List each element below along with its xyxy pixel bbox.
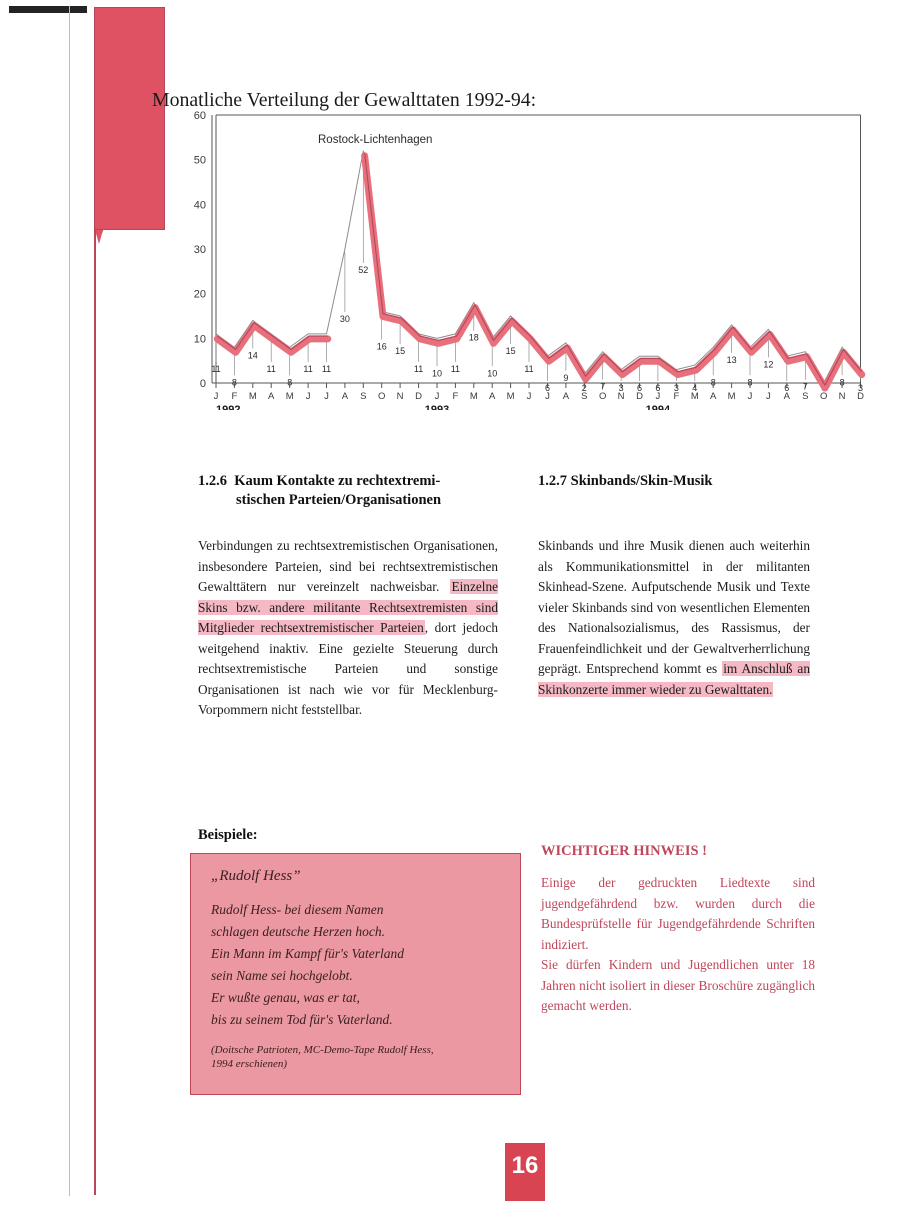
svg-text:M: M xyxy=(728,391,736,402)
svg-text:A: A xyxy=(710,391,717,402)
svg-text:8: 8 xyxy=(747,377,752,387)
svg-text:N: N xyxy=(839,391,846,402)
svg-text:11: 11 xyxy=(211,364,220,374)
svg-text:7: 7 xyxy=(803,382,808,392)
svg-text:3: 3 xyxy=(858,383,863,393)
svg-text:J: J xyxy=(766,391,771,402)
svg-text:4: 4 xyxy=(692,383,697,393)
svg-text:60: 60 xyxy=(194,110,206,122)
svg-text:11: 11 xyxy=(303,364,312,374)
svg-text:6: 6 xyxy=(637,383,642,393)
svg-text:2: 2 xyxy=(582,383,587,393)
svg-text:1994: 1994 xyxy=(646,404,671,410)
svg-text:0: 0 xyxy=(200,378,206,390)
svg-text:A: A xyxy=(563,391,570,402)
svg-text:M: M xyxy=(286,391,294,402)
svg-text:M: M xyxy=(470,391,478,402)
svg-text:J: J xyxy=(435,391,440,402)
svg-text:11: 11 xyxy=(414,364,423,374)
svg-text:O: O xyxy=(378,391,385,402)
svg-text:8: 8 xyxy=(232,377,237,387)
svg-text:11: 11 xyxy=(322,364,331,374)
svg-text:6: 6 xyxy=(784,383,789,393)
svg-text:1992: 1992 xyxy=(216,404,240,410)
svg-text:S: S xyxy=(802,391,808,402)
svg-text:52: 52 xyxy=(358,265,368,275)
svg-text:11: 11 xyxy=(451,364,460,374)
svg-text:6: 6 xyxy=(545,383,550,393)
svg-text:16: 16 xyxy=(377,342,387,352)
svg-text:J: J xyxy=(748,391,753,402)
svg-text:M: M xyxy=(507,391,515,402)
svg-text:11: 11 xyxy=(267,364,276,374)
svg-text:N: N xyxy=(397,391,404,402)
svg-text:18: 18 xyxy=(469,333,479,343)
svg-text:O: O xyxy=(599,391,606,402)
svg-text:50: 50 xyxy=(194,155,206,167)
svg-text:8: 8 xyxy=(711,377,716,387)
svg-text:A: A xyxy=(342,391,349,402)
svg-text:15: 15 xyxy=(395,346,405,356)
svg-text:13: 13 xyxy=(727,355,737,365)
svg-text:J: J xyxy=(306,391,311,402)
svg-text:3: 3 xyxy=(619,383,624,393)
svg-text:10: 10 xyxy=(432,368,442,378)
svg-text:F: F xyxy=(452,391,458,402)
svg-text:A: A xyxy=(489,391,496,402)
svg-text:J: J xyxy=(527,391,532,402)
svg-text:M: M xyxy=(249,391,257,402)
svg-text:8: 8 xyxy=(840,377,845,387)
svg-text:12: 12 xyxy=(763,359,773,369)
svg-text:30: 30 xyxy=(194,244,206,256)
svg-text:1993: 1993 xyxy=(425,404,449,410)
svg-text:9: 9 xyxy=(563,373,568,383)
svg-text:A: A xyxy=(268,391,275,402)
svg-text:7: 7 xyxy=(600,382,605,392)
svg-text:Rostock-Lichtenhagen: Rostock-Lichtenhagen xyxy=(318,134,432,146)
svg-text:8: 8 xyxy=(287,377,292,387)
svg-text:F: F xyxy=(231,391,237,402)
svg-text:6: 6 xyxy=(655,383,660,393)
svg-text:10: 10 xyxy=(487,368,497,378)
svg-text:J: J xyxy=(324,391,329,402)
svg-text:40: 40 xyxy=(194,199,206,211)
svg-text:15: 15 xyxy=(506,346,516,356)
svg-text:D: D xyxy=(415,391,422,402)
svg-text:3: 3 xyxy=(674,383,679,393)
svg-text:J: J xyxy=(214,391,219,402)
svg-text:14: 14 xyxy=(248,351,258,361)
svg-text:10: 10 xyxy=(194,333,206,345)
svg-text:30: 30 xyxy=(340,314,350,324)
svg-text:20: 20 xyxy=(194,289,206,301)
svg-text:S: S xyxy=(360,391,366,402)
svg-text:11: 11 xyxy=(524,364,533,374)
